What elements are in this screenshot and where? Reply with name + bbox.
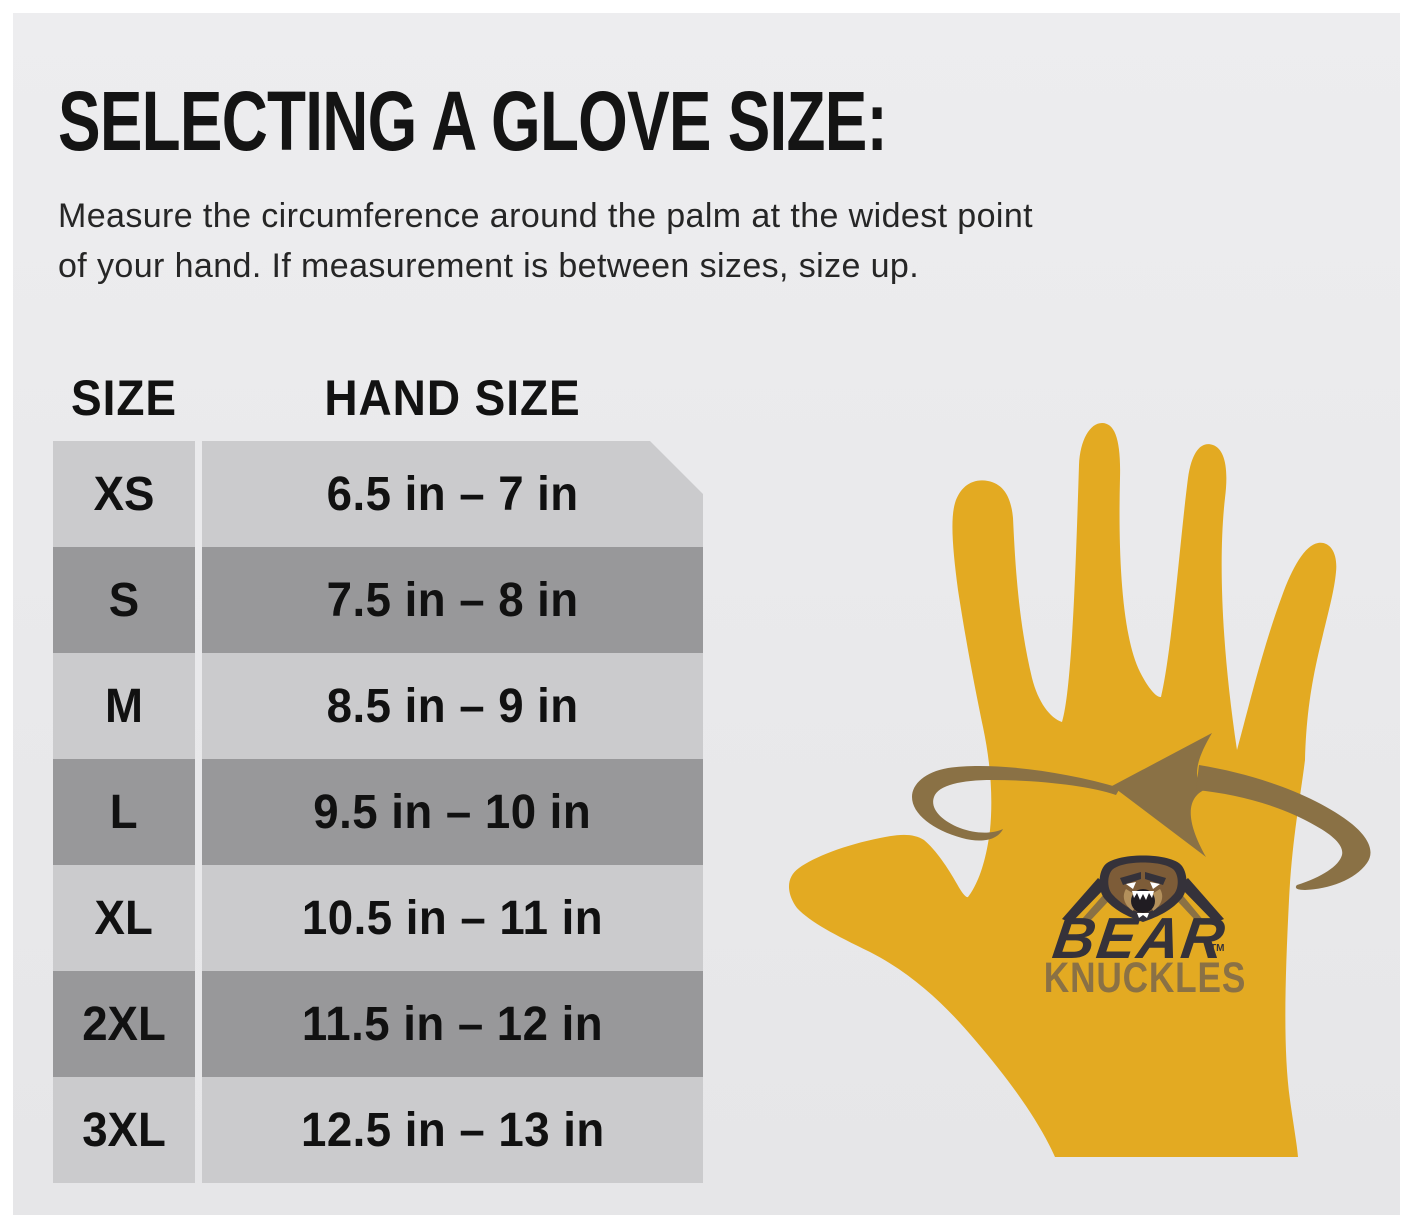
size-cell: 3XL: [53, 1077, 195, 1183]
intro-text: Measure the circumference around the pal…: [58, 191, 1033, 291]
table-row: L 9.5 in – 10 in: [13, 759, 1400, 865]
table-row: S 7.5 in – 8 in: [13, 547, 1400, 653]
table-row: 3XL 12.5 in – 13 in: [13, 1077, 1400, 1183]
size-cell: M: [53, 653, 195, 759]
size-cell: S: [53, 547, 195, 653]
table-header-hand-size: HAND SIZE: [324, 370, 581, 426]
intro-text-line-1: Measure the circumference around the pal…: [58, 197, 1034, 235]
table-row: XL 10.5 in – 11 in: [13, 865, 1400, 971]
hand-size-cell: 8.5 in – 9 in: [202, 653, 703, 759]
hand-size-cell: 10.5 in – 11 in: [202, 865, 703, 971]
intro-text-line-2: of your hand. If measurement is between …: [58, 247, 920, 285]
hand-size-cell: 9.5 in – 10 in: [202, 759, 703, 865]
size-cell: L: [53, 759, 195, 865]
page-title: SELECTING A GLOVE SIZE:: [58, 74, 888, 168]
table-row: 2XL 11.5 in – 12 in: [13, 971, 1400, 1077]
table-row: M 8.5 in – 9 in: [13, 653, 1400, 759]
table-header-size: SIZE: [71, 370, 177, 426]
hand-size-cell: 7.5 in – 8 in: [202, 547, 703, 653]
size-cell: 2XL: [53, 971, 195, 1077]
size-cell: XS: [53, 441, 195, 547]
size-cell: XL: [53, 865, 195, 971]
content-panel: SELECTING A GLOVE SIZE: Measure the circ…: [13, 13, 1400, 1215]
table-row: XS 6.5 in – 7 in: [13, 441, 1400, 547]
hand-size-cell: 11.5 in – 12 in: [202, 971, 703, 1077]
hand-size-cell: 12.5 in – 13 in: [202, 1077, 703, 1183]
hand-size-cell: 6.5 in – 7 in: [202, 441, 703, 547]
